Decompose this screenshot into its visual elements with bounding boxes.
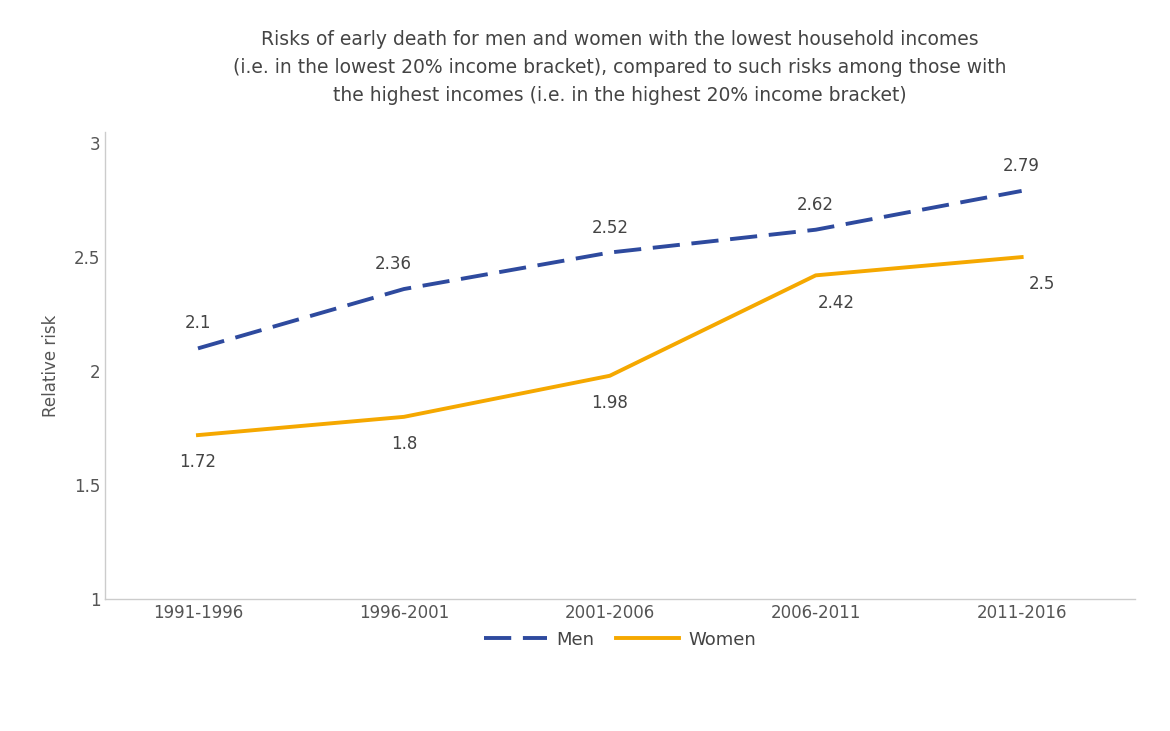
Text: 2.36: 2.36: [376, 255, 412, 273]
Text: 2.42: 2.42: [818, 294, 855, 311]
Text: 1.98: 1.98: [591, 394, 628, 412]
Text: 2.62: 2.62: [797, 196, 834, 213]
Title: Risks of early death for men and women with the lowest household incomes
(i.e. i: Risks of early death for men and women w…: [233, 30, 1007, 105]
Text: 2.5: 2.5: [1030, 276, 1055, 293]
Y-axis label: Relative risk: Relative risk: [42, 314, 60, 417]
Text: 1.72: 1.72: [179, 453, 216, 471]
Legend: Men, Women: Men, Women: [477, 624, 763, 656]
Text: 2.79: 2.79: [1003, 157, 1040, 175]
Text: 2.52: 2.52: [591, 219, 628, 237]
Text: 2.1: 2.1: [185, 314, 212, 333]
Text: 1.8: 1.8: [391, 435, 417, 453]
